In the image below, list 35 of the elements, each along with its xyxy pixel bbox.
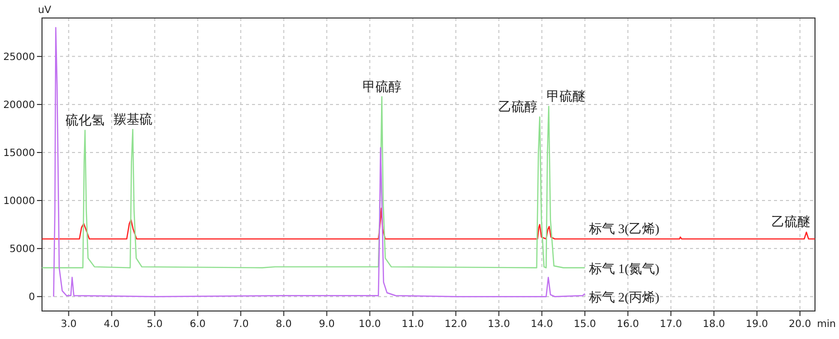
y-tick-label: 0 <box>28 292 35 304</box>
x-tick-label: 12.0 <box>444 319 467 330</box>
x-axis-title: min <box>817 319 836 330</box>
annotation: 乙硫醇 <box>498 100 538 115</box>
x-tick-label: 19.0 <box>746 319 768 330</box>
series-label: 标气 1(氮气) <box>588 260 660 276</box>
x-tick-label: 18.0 <box>702 319 726 330</box>
x-tick-label: 8.0 <box>276 319 292 330</box>
x-tick-label: 3.0 <box>60 319 77 330</box>
x-tick-label: 7.0 <box>232 319 249 330</box>
x-tick-label: 5.0 <box>146 319 163 330</box>
y-axis-title: uV <box>38 5 52 16</box>
annotation: 乙硫醚 <box>771 215 810 230</box>
annotation: 甲硫醇 <box>362 80 402 95</box>
y-tick-label: 10000 <box>3 196 35 208</box>
annotation: 羰基硫 <box>113 112 152 128</box>
y-tick-label: 25000 <box>3 52 35 63</box>
x-tick-label: 11.0 <box>402 319 424 330</box>
x-tick-label: 9.0 <box>318 319 335 330</box>
y-tick-label: 15000 <box>3 148 35 159</box>
x-tick-label: 6.0 <box>190 319 206 330</box>
y-tick-label: 5000 <box>10 244 35 256</box>
x-tick-label: 17.0 <box>660 319 682 330</box>
x-tick-label: 14.0 <box>530 319 553 330</box>
x-tick-label: 13.0 <box>488 319 510 330</box>
y-tick-label: 20000 <box>3 100 35 111</box>
annotation: 甲硫醚 <box>546 89 586 104</box>
series-label: 标气 2(丙烯) <box>588 290 660 305</box>
series-label: 标气 3(乙烯) <box>588 220 660 236</box>
x-tick-label: 15.0 <box>574 319 596 330</box>
x-tick-label: 4.0 <box>104 319 120 330</box>
annotation: 硫化氢 <box>66 113 105 128</box>
x-tick-label: 10.0 <box>358 319 381 330</box>
x-tick-label: 20.0 <box>788 319 812 330</box>
x-tick-label: 16.0 <box>616 319 640 330</box>
